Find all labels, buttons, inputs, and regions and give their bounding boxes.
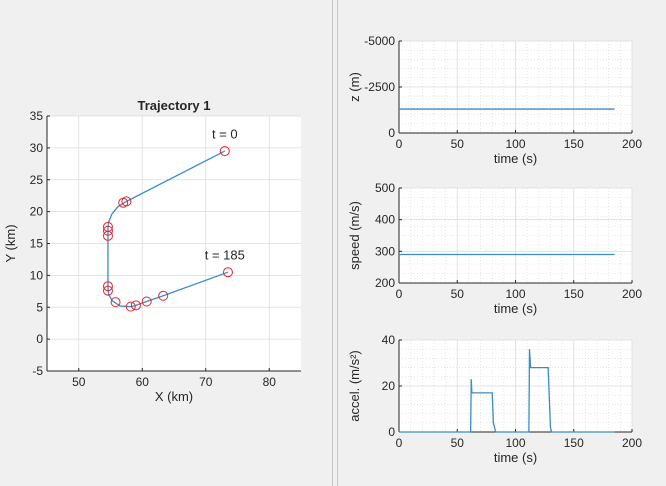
y-tick-label: -5000 [364,34,395,48]
y-tick-label: 20 [382,379,396,393]
x-axis-label: X (km) [155,389,193,404]
x-tick-label: 70 [199,375,213,389]
x-tick-label: 200 [622,137,642,151]
x-tick-label: 100 [505,436,525,450]
series-line-accel [399,349,615,433]
y-axis-label: speed (m/s) [347,201,362,270]
y-tick-label: 500 [375,181,395,195]
series-line-path [107,150,229,308]
y-tick-label: 30 [30,141,44,155]
x-tick-label: 150 [564,287,584,301]
y-tick-label: 0 [388,425,395,439]
x-tick-label: 50 [451,137,465,151]
y-axis-label: Y (km) [3,224,18,262]
waypoint-marker [102,281,113,292]
x-axis-label: time (s) [494,450,537,465]
chart-2: 0 50 100 150 200 -5000 -2500 0 time (s) z (m) [347,34,642,166]
x-axis-label: time (s) [494,301,537,316]
y-tick-label: 15 [30,237,44,251]
waypoint-marker [130,300,141,311]
y-axis-label: z (m) [347,72,362,102]
x-tick-label: 150 [564,137,584,151]
waypoint-marker [102,285,113,296]
waypoint-marker [158,290,169,301]
x-tick-label: 100 [505,287,525,301]
y-tick-label: 200 [375,276,395,290]
chart-4: 0 50 100 150 200 0 20 40 time (s) accel. (m/s²) [347,333,642,465]
waypoint-marker [222,267,233,278]
chart-3: 0 50 100 150 200 200 300 400 500 time (s) speed (m… [347,181,642,316]
y-tick-label: 25 [30,173,44,187]
y-tick-label: 10 [30,268,44,282]
x-tick-label: 50 [451,287,465,301]
y-tick-label: 20 [30,205,44,219]
chart-1: 50 60 70 80 -5 0 5 10 15 20 25 30 35 Trajectory 1 X (k… [3,98,301,404]
annotation: t = 185 [205,247,245,262]
waypoint-marker [141,296,152,307]
y-tick-label: 35 [30,109,44,123]
y-tick-label: 0 [388,126,395,140]
x-tick-label: 0 [396,436,403,450]
x-tick-label: 150 [564,436,584,450]
y-tick-label: 5 [36,300,43,314]
x-tick-label: 50 [451,436,465,450]
y-axis-label: accel. (m/s²) [347,350,362,422]
y-tick-label: 40 [382,333,396,347]
y-tick-label: 300 [375,244,395,258]
y-tick-label: 0 [36,332,43,346]
waypoint-marker [219,146,230,157]
waypoint-marker [102,225,113,236]
x-axis-label: time (s) [494,151,537,166]
x-tick-label: 0 [396,137,403,151]
annotation: t = 0 [212,126,238,141]
x-tick-label: 60 [136,375,150,389]
waypoint-marker [118,197,129,208]
y-tick-label: 400 [375,213,395,227]
y-tick-label: -5 [32,364,43,378]
waypoint-marker [125,301,136,312]
waypoint-marker [102,230,113,241]
y-tick-label: -2500 [364,80,395,94]
x-tick-label: 200 [622,287,642,301]
x-tick-label: 0 [396,287,403,301]
waypoint-marker [110,297,121,308]
x-tick-label: 100 [505,137,525,151]
x-tick-label: 80 [263,375,277,389]
chart-title: Trajectory 1 [138,98,211,113]
x-tick-label: 200 [622,436,642,450]
x-tick-label: 50 [72,375,86,389]
